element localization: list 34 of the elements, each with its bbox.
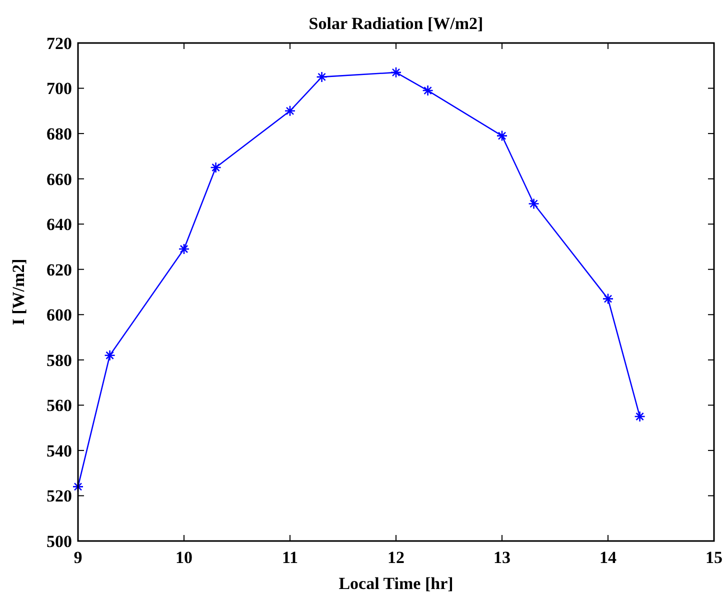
point [72, 481, 84, 492]
y-tick-label: 640 [46, 215, 72, 234]
x-axis-title: Local Time [hr] [338, 574, 454, 593]
x-tick-label: 12 [388, 548, 404, 567]
point [496, 130, 508, 142]
x-tick-label: 14 [600, 548, 617, 567]
point [390, 66, 402, 78]
y-tick-label: 500 [46, 532, 72, 551]
x-tick-label: 15 [706, 548, 722, 567]
point [284, 105, 296, 117]
point [634, 410, 646, 422]
point [316, 71, 328, 83]
chart-title: Solar Radiation [W/m2] [308, 14, 484, 33]
y-tick-label: 520 [46, 486, 72, 506]
y-tick-label: 540 [46, 441, 72, 460]
x-tick-label: 10 [176, 548, 192, 567]
y-tick-label: 560 [46, 396, 72, 416]
point [210, 162, 222, 174]
point [602, 293, 614, 304]
point [178, 243, 190, 255]
y-tick-label: 580 [46, 350, 72, 370]
x-tick-label: 13 [494, 548, 510, 567]
y-tick-label: 620 [46, 260, 72, 280]
y-tick-label: 600 [46, 306, 72, 325]
x-tick-label: 11 [282, 548, 298, 567]
y-axis-title: I [W/m2] [9, 258, 28, 326]
y-tick-label: 700 [46, 79, 72, 98]
y-tick-label: 720 [46, 34, 72, 53]
point [528, 198, 540, 210]
point [104, 350, 116, 362]
y-tick-label: 680 [46, 124, 72, 144]
x-tick-label: 9 [74, 548, 82, 567]
y-tick-label: 660 [46, 170, 72, 189]
point [422, 84, 434, 96]
